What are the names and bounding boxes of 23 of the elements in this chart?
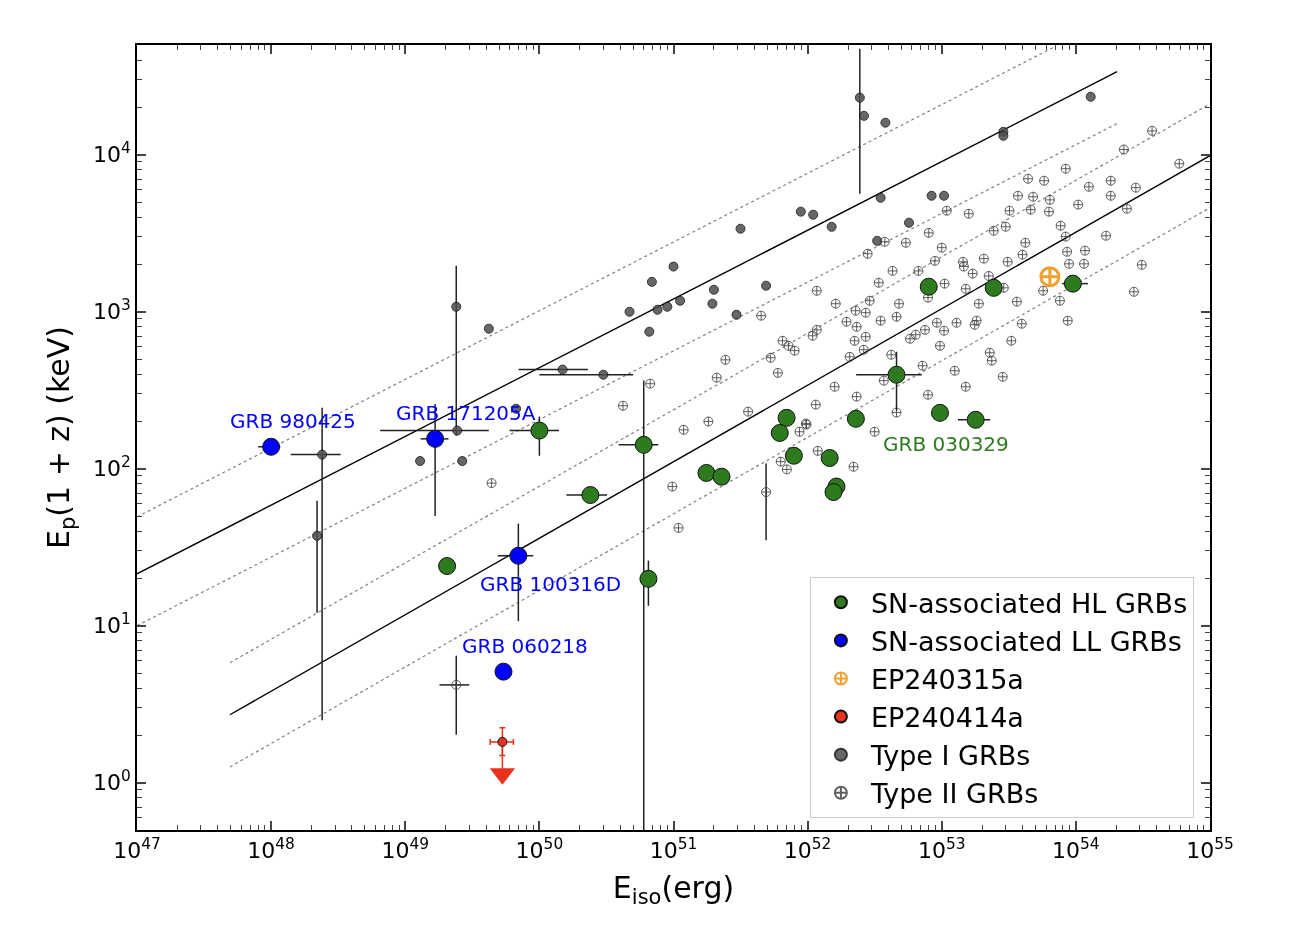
legend-label: Type II GRBs	[869, 778, 1039, 810]
legend-label: EP240414a	[870, 702, 1024, 734]
x-tick-label: 10$^{49}$	[381, 834, 430, 864]
legend-label: EP240315a	[870, 664, 1024, 696]
x-axis-title: E$_{iso}$(erg)	[612, 870, 735, 910]
y-tick-label: 10$^{2}$	[93, 453, 131, 482]
legend-label: SN-associated HL GRBs	[870, 587, 1188, 619]
x-tick-label: 10$^{50}$	[515, 834, 564, 864]
annotation: GRB 060218	[462, 634, 588, 658]
x-tick-label: 10$^{51}$	[649, 834, 698, 864]
y-tick-label: 10$^{0}$	[93, 767, 131, 796]
x-tick-label: 10$^{47}$	[113, 834, 161, 864]
annotation: GRB 030329	[883, 432, 1009, 456]
x-tick-label: 10$^{52}$	[783, 834, 832, 864]
x-tick-label: 10$^{53}$	[917, 834, 966, 864]
x-tick-label: 10$^{55}$	[1186, 834, 1234, 864]
x-tick-label: 10$^{48}$	[247, 834, 295, 864]
y-tick-label: 10$^{4}$	[93, 139, 131, 168]
legend-label: SN-associated LL GRBs	[870, 625, 1182, 657]
y-tick-label: 10$^{1}$	[93, 610, 131, 639]
legend-label: Type I GRBs	[869, 740, 1031, 772]
x-tick-label: 10$^{54}$	[1052, 834, 1100, 864]
y-tick-label: 10$^{3}$	[93, 296, 131, 325]
